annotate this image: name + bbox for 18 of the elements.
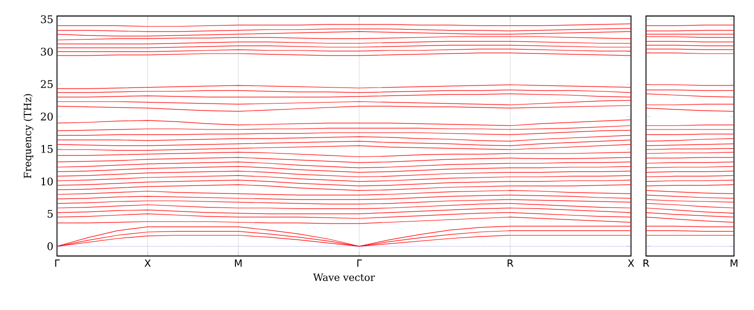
x-tick-label: Γ: [55, 260, 60, 267]
x-tick-label: R: [508, 260, 514, 267]
x-tick-label: M: [234, 260, 242, 267]
y-tick-label: 25: [40, 80, 53, 88]
x-tick-label: Γ: [357, 260, 362, 267]
y-tick-label: 0: [48, 242, 53, 250]
x-tick-label: X: [144, 260, 151, 267]
x-axis-title: Wave vector: [313, 274, 375, 282]
y-tick-label: 30: [40, 48, 53, 56]
y-axis-title: Frequency (THz): [24, 94, 34, 178]
x-tick-label: X: [628, 260, 634, 267]
y-tick-label: 35: [40, 15, 53, 24]
x-tick-label: R: [644, 260, 650, 267]
y-tick-label: 20: [40, 112, 53, 120]
y-tick-label: 15: [41, 145, 53, 153]
y-tick-label: 10: [41, 177, 53, 186]
x-tick-label: M: [730, 260, 738, 267]
y-tick-label: 5: [48, 210, 53, 218]
